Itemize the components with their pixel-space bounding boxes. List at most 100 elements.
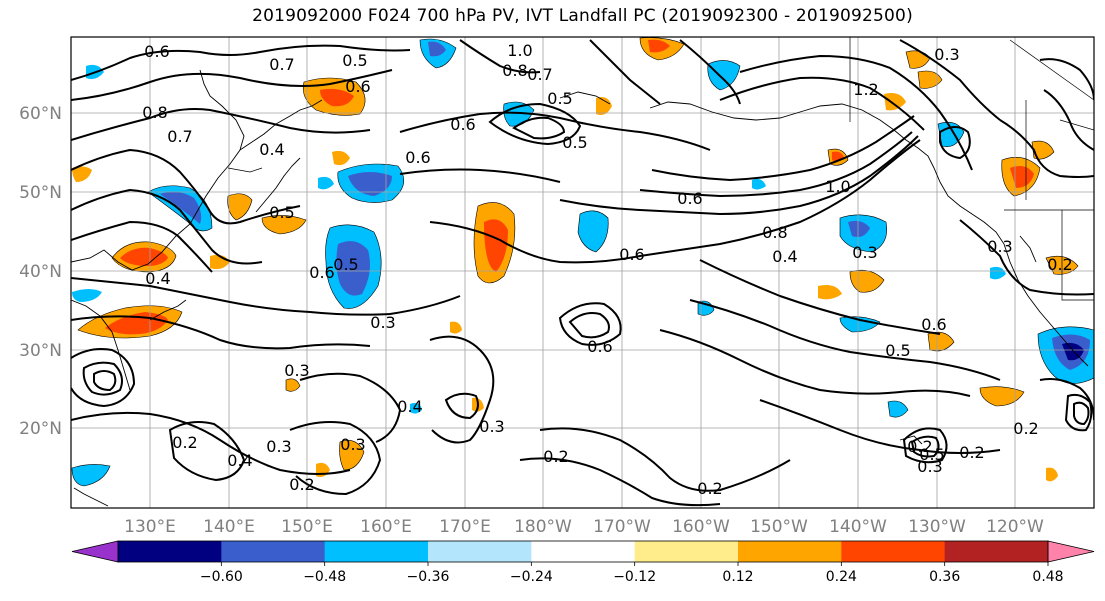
longitude-labels: 130°E 140°E 150°E 160°E 170°E 180°W 170°W 160°W… [124,517,1044,537]
colorbar-tick-label: −0.36 [407,569,450,585]
contour-line [71,277,461,316]
contour-label: 0.4 [772,247,797,266]
contour-label: 0.3 [340,435,365,454]
contour-label: 0.6 [144,42,169,61]
contour-line [1039,58,1094,101]
coastline [255,157,301,213]
shade-blob [285,378,301,392]
contour-line [459,39,541,74]
contour-label: 0.6 [619,245,644,264]
coastline [73,487,109,507]
coastline [1019,235,1037,263]
pv-contours [71,39,1094,507]
contour-label: 0.2 [697,479,722,498]
contour-label: 0.3 [266,437,291,456]
shade-blob [484,219,508,272]
lat-label: 40°N [19,262,62,282]
contour-label: 0.6 [677,189,702,208]
contour-line [902,427,948,464]
colorbar-tick-label: −0.12 [613,569,656,585]
shade-blob [596,97,612,115]
contour-label: 0.3 [284,361,309,380]
contour-label: 0.6 [309,263,334,282]
contour-line [910,435,940,458]
contour-label: 0.6 [345,77,370,96]
contour-line [679,39,741,105]
shade-blob [120,247,168,266]
contour-line [168,421,246,482]
contour-line [651,115,915,182]
contour-line [93,370,117,392]
colorbar-segment [428,541,532,562]
contour-line [444,392,479,420]
contour-label: 0.2 [172,433,197,452]
shade-blob [339,440,365,471]
coastline [239,99,323,151]
colorbar-segment [118,541,222,562]
shade-blob [332,150,350,166]
contour-label: 0.3 [852,243,877,262]
pv-shading [71,37,1094,487]
colorbar-right-arrow [1047,540,1095,563]
shade-blob [979,386,1025,407]
contour-line [1073,401,1090,426]
shade-blob [160,191,202,224]
shade-blob [1046,467,1058,482]
border [227,167,263,173]
shade-blob [752,178,766,190]
lat-label: 30°N [19,341,62,361]
contour-label: 0.2 [543,447,568,466]
colorbar-tick-label: 0.24 [826,569,857,585]
contour-line [429,139,921,264]
coastline [149,299,187,321]
shade-blob [917,70,943,89]
contour-label: 0.4 [259,140,284,159]
lat-label: 20°N [19,419,62,439]
shade-blob [72,166,92,182]
shade-blob [72,289,102,302]
contour-line [512,116,566,140]
contour-label: 0.6 [450,115,475,134]
shade-blob [577,210,609,253]
colorbar-tick-label: 0.12 [722,569,753,585]
contour-line [1043,89,1094,151]
lon-label: 120°W [986,517,1044,537]
shade-blob [348,172,392,196]
contour-label: 0.8 [502,61,527,80]
contour-line [959,219,1094,296]
contour-label: 0.5 [547,89,572,108]
colorbar-segment [531,541,636,562]
political-borders [227,37,1094,301]
colorbar-tick-label: −0.48 [303,569,346,585]
contour-line [558,302,622,346]
contour-label: 0.5 [562,133,587,152]
contour-line [519,457,721,507]
contour-line [999,119,1094,178]
contour-label: 0.7 [167,127,192,146]
colorbar-tick-label: 0.48 [1032,569,1063,585]
contour-label: 0.8 [142,103,167,122]
shade-blob [450,321,462,334]
colorbar-segment [324,541,429,562]
contour-label: 0.5 [885,341,910,360]
shade-blob [410,402,422,414]
shade-blob [428,41,446,57]
lon-label: 130°E [124,517,176,537]
lat-label: 60°N [19,104,62,124]
contour-label: 0.2 [1013,419,1038,438]
contour-label: 0.5 [919,445,944,464]
lon-label: 150°E [281,517,333,537]
contour-line [699,259,941,335]
shade-blob [848,220,870,237]
shade-blob [818,285,842,300]
contour-label: 0.4 [227,451,252,470]
contour-line [639,131,913,198]
contour-label: 0.5 [342,51,367,70]
shade-blob [839,316,881,333]
contour-line [568,312,610,339]
contour-label: 0.3 [987,237,1012,256]
shade-blob [336,241,370,296]
contour-label: 0.8 [762,223,787,242]
contour-line [719,76,925,131]
